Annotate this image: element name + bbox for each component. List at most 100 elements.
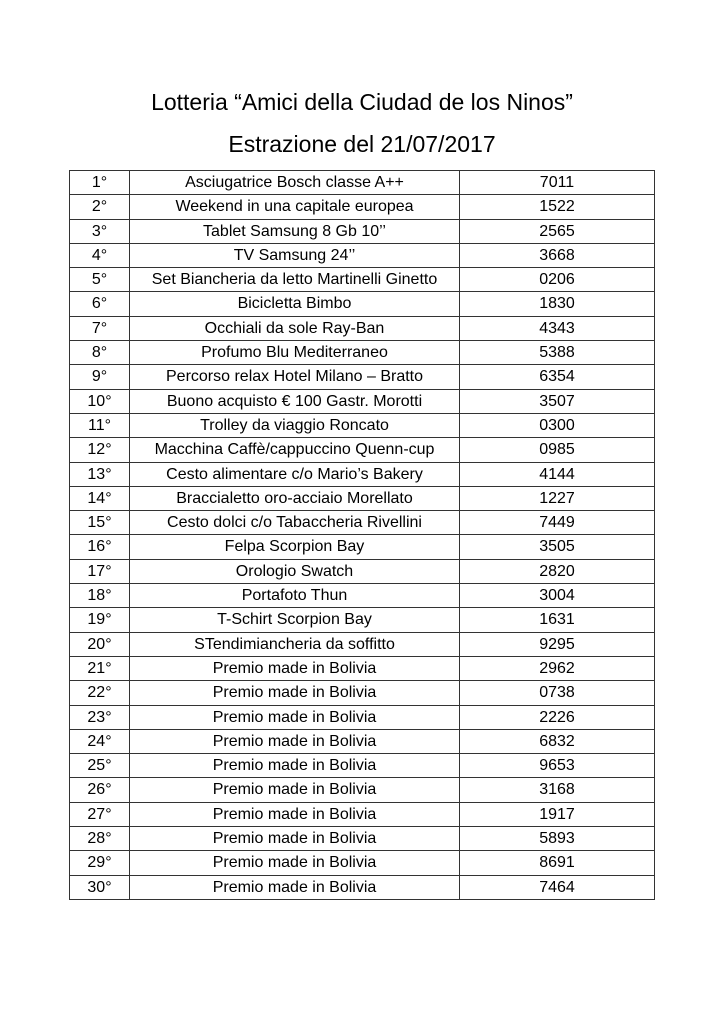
place-cell: 12° — [69, 437, 130, 463]
table-row: 5° Set Biancheria da letto Martinelli Gin… — [69, 267, 655, 293]
place-cell: 24° — [69, 728, 130, 755]
table-row: 25° Premio made in Bolivia 9653 — [69, 753, 655, 779]
table-row: 28° Premio made in Bolivia 5893 — [69, 826, 655, 852]
table-row: 13° Cesto alimentare c/o Mario’s Bakery 41… — [69, 461, 655, 487]
place-cell: 11° — [69, 412, 130, 439]
number-cell: 4144 — [459, 461, 655, 487]
prize-cell: Percorso relax Hotel Milano – Bratto — [129, 364, 460, 390]
prize-cell: Profumo Blu Mediterraneo — [129, 340, 460, 366]
place-cell: 27° — [69, 801, 130, 828]
place-cell: 14° — [69, 485, 130, 512]
place-cell: 17° — [69, 558, 130, 585]
prize-cell: Premio made in Bolivia — [129, 753, 460, 779]
table-row: 22° Premio made in Bolivia 0738 — [69, 680, 655, 706]
table-row: 10° Buono acquisto € 100 Gastr. Morotti 35… — [69, 388, 655, 414]
number-cell: 4343 — [459, 315, 655, 342]
number-cell: 0206 — [459, 267, 655, 293]
place-cell: 21° — [69, 655, 130, 682]
place-cell: 5° — [69, 267, 130, 293]
table-row: 6° Bicicletta Bimbo 1830 — [69, 291, 655, 317]
prize-cell: Premio made in Bolivia — [129, 874, 460, 900]
number-cell: 0300 — [459, 412, 655, 439]
number-cell: 1631 — [459, 607, 655, 633]
number-cell: 9653 — [459, 753, 655, 779]
number-cell: 0985 — [459, 437, 655, 463]
prize-cell: Macchina Caffè/cappuccino Quenn-cup — [129, 437, 460, 463]
table-row: 24° Premio made in Bolivia 6832 — [69, 728, 655, 755]
number-cell: 6832 — [459, 728, 655, 755]
table-row: 9° Percorso relax Hotel Milano – Bratto 63… — [69, 364, 655, 390]
table-row: 3° Tablet Samsung 8 Gb 10’’ 2565 — [69, 218, 655, 244]
place-cell: 8° — [69, 340, 130, 366]
number-cell: 5388 — [459, 340, 655, 366]
place-cell: 30° — [69, 874, 130, 900]
prize-cell: Premio made in Bolivia — [129, 850, 460, 876]
table-row: 16° Felpa Scorpion Bay 3505 — [69, 534, 655, 560]
place-cell: 22° — [69, 680, 130, 706]
prize-cell: Bicicletta Bimbo — [129, 291, 460, 317]
table-row: 19° T-Schirt Scorpion Bay 1631 — [69, 607, 655, 633]
number-cell: 2962 — [459, 655, 655, 682]
place-cell: 19° — [69, 607, 130, 633]
table-row: 7° Occhiali da sole Ray-Ban 4343 — [69, 315, 655, 342]
place-cell: 10° — [69, 388, 130, 414]
number-cell: 9295 — [459, 631, 655, 657]
number-cell: 1522 — [459, 194, 655, 220]
place-cell: 18° — [69, 583, 130, 609]
prize-cell: Premio made in Bolivia — [129, 801, 460, 828]
table-row: 20° STendimiancheria da soffitto 9295 — [69, 631, 655, 657]
prize-cell: Tablet Samsung 8 Gb 10’’ — [129, 218, 460, 244]
table-row: 15° Cesto dolci c/o Tabaccheria Rivellini… — [69, 510, 655, 536]
prize-cell: Braccialetto oro-acciaio Morellato — [129, 485, 460, 512]
number-cell: 7464 — [459, 874, 655, 900]
prize-cell: Premio made in Bolivia — [129, 704, 460, 730]
table-row: 18° Portafoto Thun 3004 — [69, 583, 655, 609]
place-cell: 6° — [69, 291, 130, 317]
place-cell: 16° — [69, 534, 130, 560]
document-title: Lotteria “Amici della Ciudad de los Nino… — [151, 89, 573, 115]
number-cell: 3004 — [459, 583, 655, 609]
prize-cell: Premio made in Bolivia — [129, 728, 460, 755]
prize-cell: Portafoto Thun — [129, 583, 460, 609]
number-cell: 3668 — [459, 242, 655, 269]
prize-cell: Orologio Swatch — [129, 558, 460, 585]
number-cell: 3168 — [459, 777, 655, 803]
place-cell: 26° — [69, 777, 130, 803]
prize-cell: Weekend in una capitale europea — [129, 194, 460, 220]
number-cell: 1227 — [459, 485, 655, 512]
place-cell: 1° — [69, 169, 130, 196]
place-cell: 23° — [69, 704, 130, 730]
prize-cell: Asciugatrice Bosch classe A++ — [129, 169, 460, 196]
table-row: 1° Asciugatrice Bosch classe A++ 7011 — [69, 169, 655, 196]
table-row: 12° Macchina Caffè/cappuccino Quenn-cup 09… — [69, 437, 655, 463]
number-cell: 1830 — [459, 291, 655, 317]
place-cell: 25° — [69, 753, 130, 779]
number-cell: 5893 — [459, 826, 655, 852]
place-cell: 28° — [69, 826, 130, 852]
prize-cell: Set Biancheria da letto Martinelli Ginet… — [129, 267, 460, 293]
prize-cell: Premio made in Bolivia — [129, 680, 460, 706]
prize-cell: Felpa Scorpion Bay — [129, 534, 460, 560]
number-cell: 7011 — [459, 169, 655, 196]
document-subtitle: Estrazione del 21/07/2017 — [228, 131, 496, 157]
number-cell: 6354 — [459, 364, 655, 390]
table-row: 27° Premio made in Bolivia 1917 — [69, 801, 655, 828]
prize-cell: Cesto dolci c/o Tabaccheria Rivellini — [129, 510, 460, 536]
prize-cell: Trolley da viaggio Roncato — [129, 412, 460, 439]
place-cell: 9° — [69, 364, 130, 390]
place-cell: 3° — [69, 218, 130, 244]
number-cell: 2565 — [459, 218, 655, 244]
prize-table: 1° Asciugatrice Bosch classe A++ 7011 2° Wee… — [69, 169, 655, 900]
number-cell: 2226 — [459, 704, 655, 730]
number-cell: 3507 — [459, 388, 655, 414]
table-row: 8° Profumo Blu Mediterraneo 5388 — [69, 340, 655, 366]
prize-cell: Premio made in Bolivia — [129, 655, 460, 682]
place-cell: 20° — [69, 631, 130, 657]
table-row: 2° Weekend in una capitale europea 1522 — [69, 194, 655, 220]
number-cell: 3505 — [459, 534, 655, 560]
prize-cell: TV Samsung 24’’ — [129, 242, 460, 269]
number-cell: 2820 — [459, 558, 655, 585]
number-cell: 1917 — [459, 801, 655, 828]
prize-cell: T-Schirt Scorpion Bay — [129, 607, 460, 633]
